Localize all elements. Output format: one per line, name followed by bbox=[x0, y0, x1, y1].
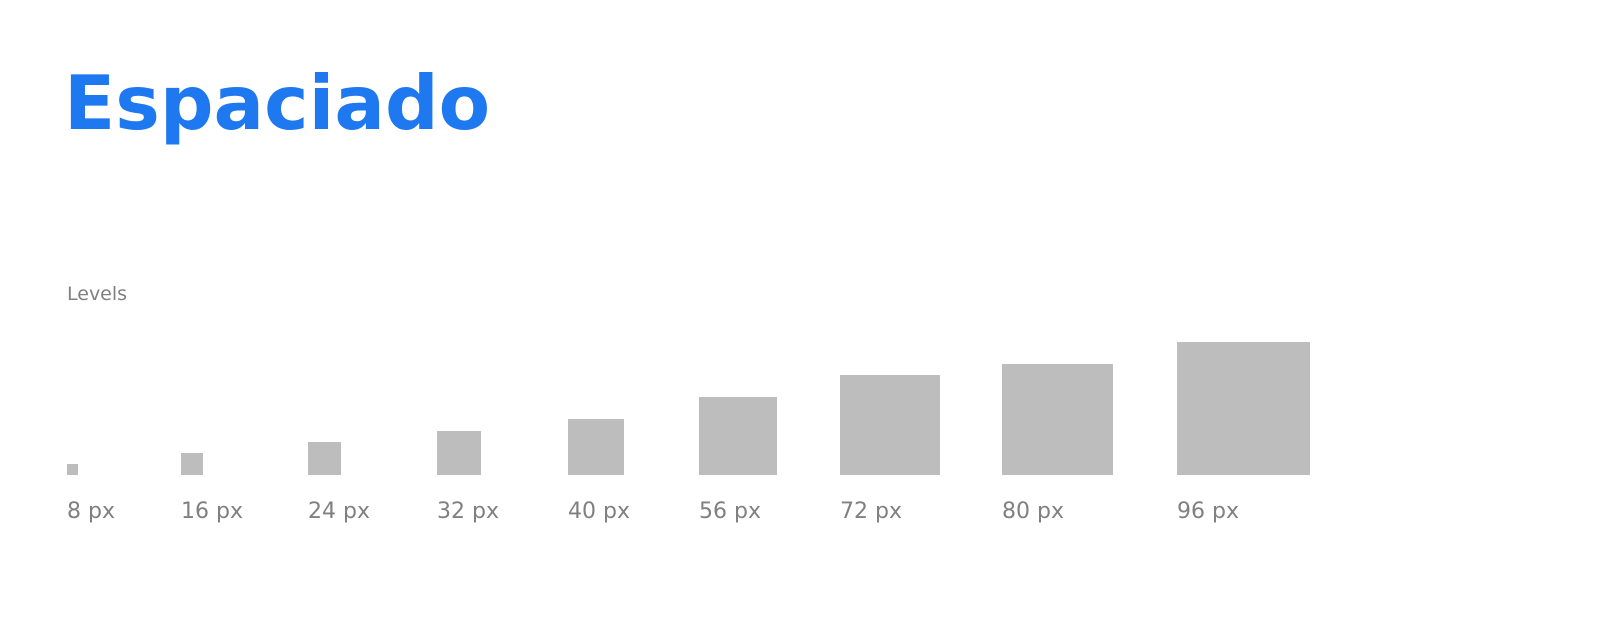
level-label-40: 40 px bbox=[568, 499, 630, 524]
section-label: Levels bbox=[67, 283, 128, 305]
level-label-72: 72 px bbox=[840, 499, 902, 524]
level-swatch-24 bbox=[308, 442, 341, 475]
level-swatch-40 bbox=[568, 419, 624, 475]
page-title: Espaciado bbox=[64, 59, 491, 147]
level-label-80: 80 px bbox=[1002, 499, 1064, 524]
level-label-16: 16 px bbox=[181, 499, 243, 524]
level-swatch-32 bbox=[437, 431, 481, 475]
level-swatch-72 bbox=[840, 375, 940, 475]
level-swatch-80 bbox=[1002, 364, 1113, 475]
level-swatch-96 bbox=[1177, 342, 1310, 475]
level-label-56: 56 px bbox=[699, 499, 761, 524]
level-swatch-16 bbox=[181, 453, 203, 475]
level-label-24: 24 px bbox=[308, 499, 370, 524]
level-label-96: 96 px bbox=[1177, 499, 1239, 524]
level-swatch-56 bbox=[699, 397, 777, 475]
level-label-8: 8 px bbox=[67, 499, 115, 524]
level-swatch-8 bbox=[67, 464, 78, 475]
level-label-32: 32 px bbox=[437, 499, 499, 524]
